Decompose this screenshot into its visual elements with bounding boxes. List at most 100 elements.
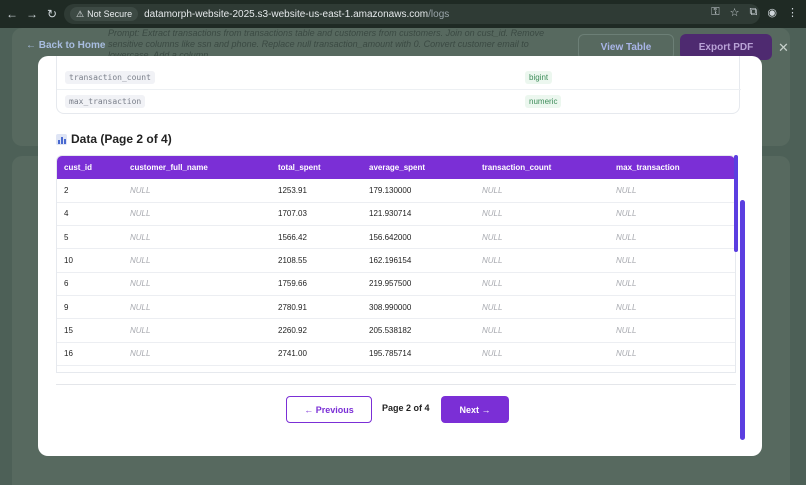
- column-header: customer_full_name: [130, 163, 208, 172]
- previous-label: ← Previous: [304, 404, 354, 415]
- browser-toolbar: ← → ↻ ⚠ Not Secure datamorph-website-202…: [0, 0, 806, 28]
- forward-arrow-icon[interactable]: →: [26, 7, 38, 21]
- table-cell: 15: [64, 325, 73, 335]
- table-cell: 5: [64, 232, 69, 242]
- table-cell: NULL: [482, 232, 503, 242]
- table-scrollbar[interactable]: [734, 155, 738, 252]
- table-cell: 2780.91: [278, 302, 307, 312]
- table-row: 10 NULL 2108.55 162.196154 NULL NULL: [57, 249, 735, 273]
- warning-icon: ⚠: [76, 8, 85, 19]
- table-cell: 121.930714: [369, 209, 412, 219]
- close-icon[interactable]: ✕: [778, 40, 789, 55]
- export-pdf-label: Export PDF: [698, 41, 754, 53]
- back-arrow-icon[interactable]: ←: [6, 7, 18, 21]
- table-cell: NULL: [616, 325, 637, 335]
- table-cell: NULL: [130, 256, 151, 266]
- table-cell: NULL: [482, 185, 503, 195]
- table-cell: NULL: [130, 279, 151, 289]
- table-row: 5 NULL 1566.42 156.642000 NULL NULL: [57, 226, 735, 249]
- table-cell: NULL: [482, 349, 503, 359]
- star-icon[interactable]: ☆: [729, 7, 740, 19]
- column-header: total_spent: [278, 163, 321, 172]
- data-section-title: Data (Page 2 of 4): [56, 132, 172, 146]
- schema-column-name: transaction_count: [65, 70, 155, 84]
- url-host: datamorph-website-2025.s3-website-us-eas…: [144, 8, 429, 20]
- menu-icon[interactable]: ⋮: [787, 7, 798, 19]
- table-cell: NULL: [616, 256, 637, 266]
- table-cell: NULL: [130, 349, 151, 359]
- table-cell: NULL: [616, 349, 637, 359]
- schema-row: transaction_count bigint: [57, 65, 741, 89]
- address-bar[interactable]: ⚠ Not Secure datamorph-website-2025.s3-w…: [64, 4, 760, 24]
- table-cell: NULL: [482, 325, 503, 335]
- table-cell: 156.642000: [369, 232, 412, 242]
- pagination: ← Previous Page 2 of 4 Next →: [286, 396, 510, 424]
- data-title-text: Data (Page 2 of 4): [71, 132, 172, 146]
- table-cell: 1566.42: [278, 232, 307, 242]
- table-cell: NULL: [616, 185, 637, 195]
- column-header: average_spent: [369, 163, 426, 172]
- table-header-row: cust_id customer_full_name total_spent a…: [57, 156, 735, 179]
- security-label: Not Secure: [87, 9, 133, 19]
- table-cell: 2108.55: [278, 256, 307, 266]
- table-cell: NULL: [482, 256, 503, 266]
- table-cell: NULL: [130, 232, 151, 242]
- table-cell: 205.538182: [369, 325, 412, 335]
- table-cell: NULL: [130, 325, 151, 335]
- table-cell: 2: [64, 185, 69, 195]
- data-modal: transaction_count bigint max_transaction…: [38, 56, 762, 456]
- table-cell: 1253.91: [278, 185, 307, 195]
- table-row: 4 NULL 1707.03 121.930714 NULL NULL: [57, 202, 735, 226]
- background-prompt-text: Prompt: Extract transactions from transa…: [108, 28, 545, 60]
- table-cell: 10: [64, 256, 73, 266]
- divider: [56, 384, 736, 385]
- previous-button[interactable]: ← Previous: [286, 396, 372, 423]
- table-cell: 4: [64, 209, 69, 219]
- table-cell: NULL: [130, 209, 151, 219]
- profile-avatar[interactable]: ◉: [767, 7, 777, 19]
- schema-column-type: numeric: [525, 95, 562, 108]
- table-cell: 1707.03: [278, 209, 307, 219]
- security-badge[interactable]: ⚠ Not Secure: [70, 7, 139, 21]
- table-cell: NULL: [130, 302, 151, 312]
- export-pdf-button[interactable]: Export PDF: [680, 34, 772, 60]
- view-table-label: View Table: [600, 41, 652, 53]
- table-cell: 1759.66: [278, 279, 307, 289]
- table-row: 2 NULL 1253.91 179.130000 NULL NULL: [57, 179, 735, 203]
- schema-column-name: max_transaction: [65, 95, 146, 108]
- schema-row: max_transaction numeric: [57, 89, 741, 113]
- reload-icon[interactable]: ↻: [46, 7, 58, 21]
- bar-chart-icon: [56, 133, 67, 145]
- page-indicator: Page 2 of 4: [382, 403, 430, 413]
- table-cell: 179.130000: [369, 185, 412, 195]
- table-row: 15 NULL 2260.92 205.538182 NULL NULL: [57, 319, 735, 343]
- schema-column-type: bigint: [525, 70, 553, 84]
- table-cell: 9: [64, 302, 69, 312]
- extensions-icon[interactable]: ⧉: [749, 6, 758, 18]
- table-cell: NULL: [482, 209, 503, 219]
- table-cell: NULL: [482, 279, 503, 289]
- table-cell: 6: [64, 279, 69, 289]
- data-table-container[interactable]: cust_id customer_full_name total_spent a…: [56, 155, 736, 373]
- table-row: 16 NULL 2741.00 195.785714 NULL NULL: [57, 342, 735, 366]
- column-header: cust_id: [64, 163, 93, 172]
- table-cell: NULL: [616, 232, 637, 242]
- table-cell: 2260.92: [278, 325, 307, 335]
- column-header: max_transaction: [616, 163, 680, 172]
- table-cell: 308.990000: [369, 302, 412, 312]
- url-path: /logs: [428, 8, 450, 20]
- table-cell: NULL: [616, 279, 637, 289]
- table-cell: 162.196154: [369, 256, 412, 266]
- back-to-home-link[interactable]: ← Back to Home: [26, 40, 106, 51]
- key-icon[interactable]: ⚿: [711, 6, 720, 18]
- table-cell: NULL: [616, 302, 637, 312]
- modal-scrollbar[interactable]: [740, 200, 745, 440]
- table-cell: 16: [64, 349, 73, 359]
- table-cell: NULL: [482, 302, 503, 312]
- table-row: 9 NULL 2780.91 308.990000 NULL NULL: [57, 295, 735, 319]
- next-button[interactable]: Next →: [441, 396, 509, 423]
- table-cell: 2741.00: [278, 349, 307, 359]
- column-header: transaction_count: [482, 163, 552, 172]
- data-table: cust_id customer_full_name total_spent a…: [57, 156, 735, 366]
- table-cell: 195.785714: [369, 349, 412, 359]
